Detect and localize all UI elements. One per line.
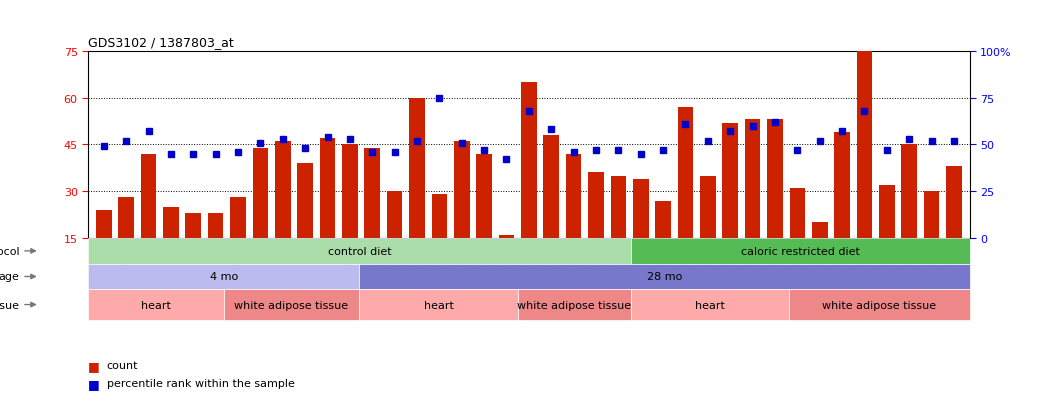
Bar [857,36,872,238]
Bar [163,207,178,238]
Bar [253,148,269,238]
Bar [275,142,290,238]
Bar [387,192,402,238]
Text: heart: heart [423,300,453,310]
Bar [476,154,492,238]
Bar [207,214,224,238]
Bar [360,290,517,320]
Text: heart: heart [141,300,171,310]
Bar [745,120,760,238]
Text: ■: ■ [88,377,100,390]
Bar [141,154,157,238]
Text: heart: heart [695,300,725,310]
Bar [454,142,470,238]
Bar [630,290,789,320]
Bar [88,290,224,320]
Bar [360,264,970,290]
Bar [186,214,201,238]
Bar [88,238,630,264]
Bar [566,154,582,238]
Bar [723,123,738,238]
Text: percentile rank within the sample: percentile rank within the sample [107,378,295,388]
Text: count: count [107,361,138,370]
Bar [88,264,360,290]
Bar [431,195,447,238]
Bar [319,139,335,238]
Bar [946,167,961,238]
Bar [499,235,514,238]
Text: caloric restricted diet: caloric restricted diet [740,246,860,256]
Text: white adipose tissue: white adipose tissue [234,300,348,310]
Text: GDS3102 / 1387803_at: GDS3102 / 1387803_at [88,36,234,49]
Bar [677,108,694,238]
Text: white adipose tissue: white adipose tissue [517,300,632,310]
Text: 28 mo: 28 mo [647,272,682,282]
Text: growth protocol: growth protocol [0,246,20,256]
Bar [543,136,559,238]
Bar [224,290,360,320]
Text: control diet: control diet [328,246,391,256]
Bar [924,192,940,238]
Bar [789,189,805,238]
Bar [633,179,648,238]
Bar [901,145,917,238]
Text: tissue: tissue [0,300,20,310]
Bar [298,164,313,238]
Bar [364,148,381,238]
Bar [96,211,112,238]
Bar [812,223,828,238]
Bar [789,290,970,320]
Bar [410,98,425,238]
Text: ■: ■ [88,359,100,372]
Bar [118,198,134,238]
Bar [879,185,895,238]
Bar [342,145,358,238]
Bar [630,238,970,264]
Text: age: age [0,272,20,282]
Bar [517,290,630,320]
Bar [700,176,716,238]
Text: 4 mo: 4 mo [209,272,237,282]
Text: white adipose tissue: white adipose tissue [822,300,936,310]
Bar [588,173,604,238]
Bar [834,133,850,238]
Bar [521,83,537,238]
Bar [767,120,783,238]
Bar [611,176,626,238]
Bar [230,198,246,238]
Bar [655,201,671,238]
